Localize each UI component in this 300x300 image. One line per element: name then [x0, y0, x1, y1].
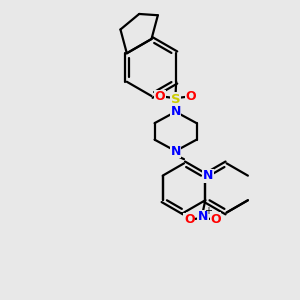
Text: O: O: [184, 213, 195, 226]
Text: O: O: [155, 90, 165, 103]
Text: +: +: [204, 206, 212, 216]
Text: −: −: [178, 208, 188, 218]
Text: O: O: [186, 90, 196, 103]
Text: N: N: [198, 210, 208, 223]
Text: N: N: [203, 169, 214, 182]
Text: N: N: [170, 105, 181, 118]
Text: O: O: [210, 213, 221, 226]
Text: S: S: [171, 93, 180, 106]
Text: N: N: [170, 145, 181, 158]
